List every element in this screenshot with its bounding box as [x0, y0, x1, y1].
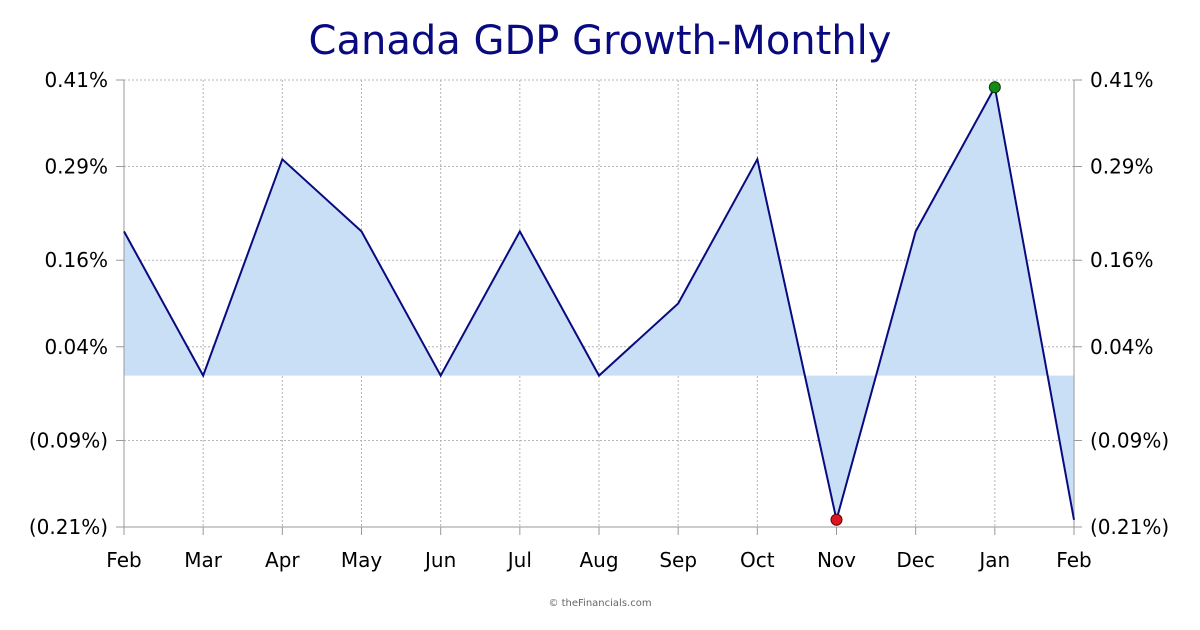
- max-marker: [988, 81, 1001, 94]
- x-tick-label: Jan: [977, 548, 1010, 572]
- y-tick-label-right: (0.09%): [1090, 428, 1169, 452]
- x-tick-label: Mar: [184, 548, 223, 572]
- x-tick-label: Aug: [579, 548, 618, 572]
- x-tick-label: Nov: [817, 548, 856, 572]
- x-tick-label: May: [341, 548, 383, 572]
- y-tick-label-left: 0.16%: [44, 248, 108, 272]
- area-fill: [124, 87, 1074, 520]
- y-tick-label-right: 0.29%: [1090, 155, 1154, 179]
- y-tick-label-right: 0.04%: [1090, 335, 1154, 359]
- y-tick-label-right: 0.41%: [1090, 68, 1154, 92]
- y-tick-label-left: 0.41%: [44, 68, 108, 92]
- y-tick-label-left: 0.04%: [44, 335, 108, 359]
- y-tick-label-left: (0.21%): [29, 515, 108, 539]
- x-tick-label: Feb: [106, 548, 141, 572]
- y-tick-label-left: (0.09%): [29, 428, 108, 452]
- x-tick-label: Feb: [1056, 548, 1091, 572]
- y-tick-label-left: 0.29%: [44, 155, 108, 179]
- y-tick-label-right: (0.21%): [1090, 515, 1169, 539]
- min-marker: [830, 513, 843, 526]
- x-tick-label: Dec: [896, 548, 935, 572]
- x-tick-label: Jun: [423, 548, 456, 572]
- credit-text: © theFinancials.com: [548, 598, 652, 609]
- x-tick-label: Apr: [265, 548, 300, 572]
- x-tick-label: Sep: [659, 548, 697, 572]
- x-tick-label: Jul: [506, 548, 532, 572]
- y-tick-label-right: 0.16%: [1090, 248, 1154, 272]
- x-tick-label: Oct: [740, 548, 775, 572]
- chart-title: Canada GDP Growth-Monthly: [308, 18, 892, 64]
- data-line: [123, 84, 1075, 521]
